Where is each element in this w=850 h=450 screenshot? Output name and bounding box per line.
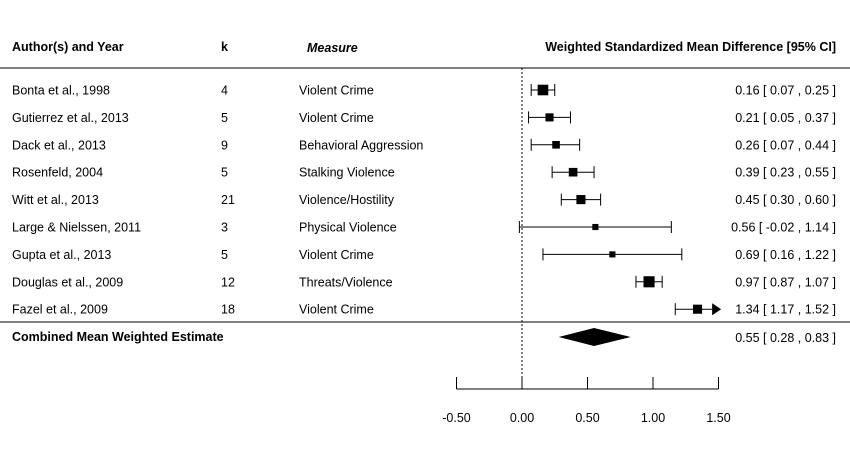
study-row: Rosenfeld, 2004 5 Stalking Violence 0.39 [ … [12,166,836,180]
study-author: Rosenfeld, 2004 [12,166,103,180]
study-measure: Stalking Violence [299,166,395,180]
study-row: Douglas et al., 2009 12 Threats/Violence 0.… [12,275,836,289]
header-measure: Measure [307,41,358,55]
study-k: 9 [221,138,228,152]
header-k: k [221,40,228,54]
study-row: Gutierrez et al., 2013 5 Violent Crime 0.21… [12,111,836,125]
x-axis-tick-label: 1.50 [706,411,730,425]
study-author: Large & Nielssen, 2011 [12,221,141,235]
study-author: Bonta et al., 1998 [12,84,110,98]
study-k: 3 [221,221,228,235]
point-estimate-square [545,113,554,122]
header-author: Author(s) and Year [12,40,124,54]
point-estimate-square [643,276,655,288]
study-row: Dack et al., 2013 9 Behavioral Aggression 0… [12,138,836,152]
study-ci-text: 0.97 [ 0.87 , 1.07 ] [735,275,836,289]
point-estimate-square [609,251,616,258]
study-row: Large & Nielssen, 2011 3 Physical Violence… [12,221,836,235]
study-author: Gupta et al., 2013 [12,248,111,262]
point-estimate-square [692,304,703,314]
x-axis: -0.50 0.00 0.50 1.00 1.50 [442,377,731,425]
point-estimate-square [576,195,586,205]
study-author: Witt et al., 2013 [12,193,99,207]
study-measure: Physical Violence [299,221,397,235]
study-row: Bonta et al., 1998 4 Violent Crime 0.16 [ 0… [12,84,836,98]
point-estimate-square [568,167,578,177]
study-rows: Bonta et al., 1998 4 Violent Crime 0.16 [ 0… [12,84,836,317]
study-k: 5 [221,166,228,180]
study-ci-text: 0.16 [ 0.07 , 0.25 ] [735,84,836,98]
study-measure: Violent Crime [299,303,374,317]
study-k: 5 [221,111,228,125]
point-estimate-square [537,84,549,96]
study-measure: Violence/Hostility [299,193,395,207]
header-effect: Weighted Standardized Mean Difference [9… [545,40,836,54]
study-ci-text: 1.34 [ 1.17 , 1.52 ] [735,303,836,317]
study-k: 18 [221,303,235,317]
combined-label: Combined Mean Weighted Estimate [12,330,224,344]
x-axis-tick-label: 0.50 [575,411,599,425]
study-k: 4 [221,84,228,98]
study-ci-text: 0.39 [ 0.23 , 0.55 ] [735,166,836,180]
study-row: Gupta et al., 2013 5 Violent Crime 0.69 [ 0… [12,248,836,262]
study-measure: Violent Crime [299,84,374,98]
study-k: 5 [221,248,228,262]
point-estimate-square [552,141,560,149]
study-k: 12 [221,275,235,289]
x-axis-tick-label: -0.50 [442,411,471,425]
study-ci-text: 0.26 [ 0.07 , 0.44 ] [735,138,836,152]
combined-diamond [558,328,631,346]
study-measure: Violent Crime [299,111,374,125]
study-measure: Threats/Violence [299,275,393,289]
study-ci-text: 0.69 [ 0.16 , 1.22 ] [735,248,836,262]
study-ci-text: 0.45 [ 0.30 , 0.60 ] [735,193,836,207]
study-row: Witt et al., 2013 21 Violence/Hostility 0.4… [12,193,836,207]
study-author: Fazel et al., 2009 [12,303,108,317]
study-author: Dack et al., 2013 [12,138,106,152]
x-axis-tick-label: 0.00 [510,411,534,425]
study-measure: Behavioral Aggression [299,138,423,152]
study-author: Douglas et al., 2009 [12,275,123,289]
study-ci-text: 0.56 [ -0.02 , 1.14 ] [731,221,836,235]
study-author: Gutierrez et al., 2013 [12,111,129,125]
combined-ci-text: 0.55 [ 0.28 , 0.83 ] [735,331,836,345]
study-ci-text: 0.21 [ 0.05 , 0.37 ] [735,111,836,125]
study-row: Fazel et al., 2009 18 Violent Crime 1.34 [ … [12,303,836,317]
study-measure: Violent Crime [299,248,374,262]
x-axis-tick-label: 1.00 [641,411,665,425]
study-k: 21 [221,193,235,207]
ci-arrow [712,303,722,316]
point-estimate-square [592,223,599,231]
